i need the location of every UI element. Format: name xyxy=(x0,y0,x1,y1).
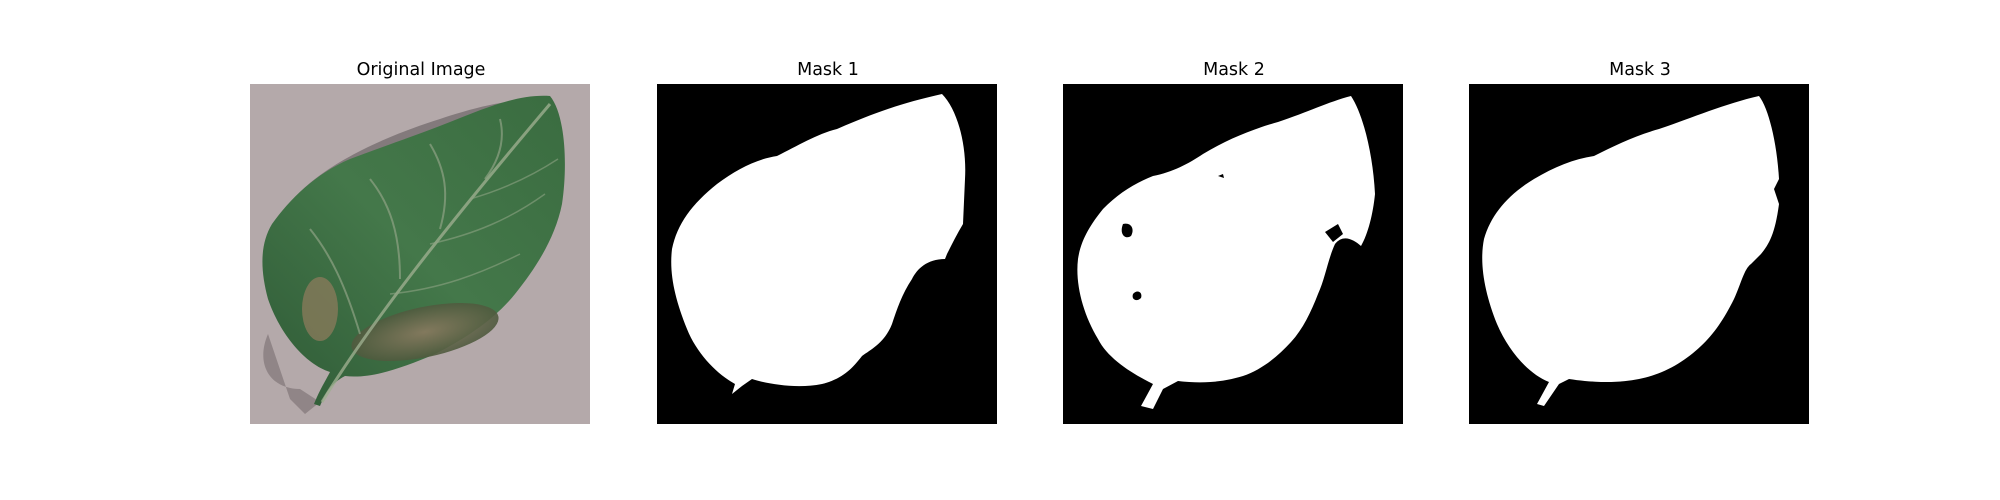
panel-title: Original Image xyxy=(356,60,486,80)
panel-title: Mask 3 xyxy=(1609,60,1671,80)
panel-mask-3: Mask 3 xyxy=(1469,58,1811,424)
panel-mask-2: Mask 2 xyxy=(1063,58,1405,424)
original-leaf-image xyxy=(250,84,590,424)
panel-original-image: Original Image xyxy=(250,58,592,424)
panel-title: Mask 2 xyxy=(1203,60,1265,80)
panel-title: Mask 1 xyxy=(797,60,859,80)
mask-3-image xyxy=(1469,84,1809,424)
panel-mask-1: Mask 1 xyxy=(657,58,999,424)
mask-1-image xyxy=(657,84,997,424)
mask-2-image xyxy=(1063,84,1403,424)
